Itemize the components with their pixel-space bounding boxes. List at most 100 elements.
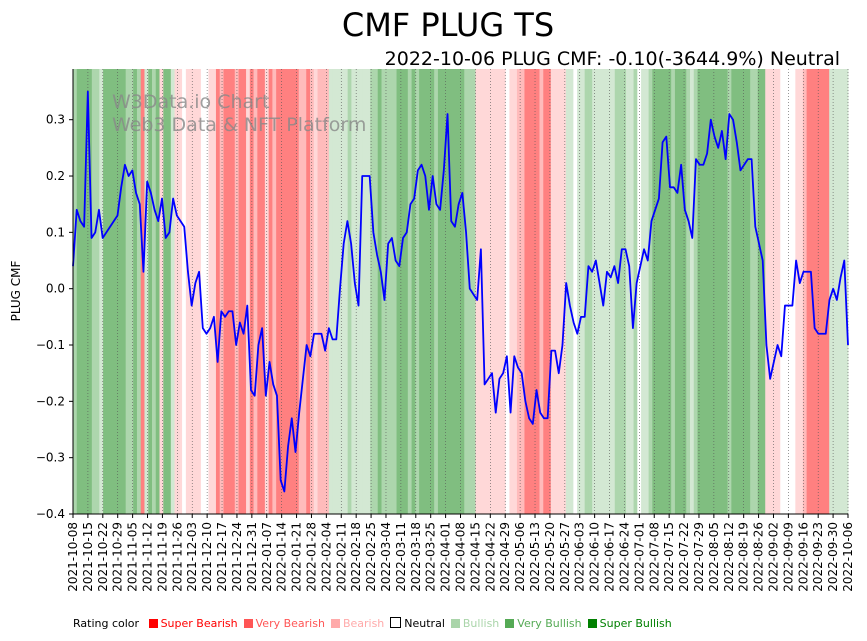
rating-band (430, 69, 435, 514)
rating-band (392, 69, 397, 514)
legend-label: Very Bullish (517, 617, 582, 630)
rating-band (573, 69, 578, 514)
rating-band (697, 69, 702, 514)
rating-band (784, 69, 789, 514)
x-tick-label: 2022-09-30 (826, 522, 840, 592)
rating-band (377, 69, 382, 514)
rating-band (490, 69, 495, 514)
rating-band (340, 69, 345, 514)
rating-band (422, 69, 428, 514)
rating-band (159, 69, 164, 514)
rating-band (385, 69, 390, 514)
rating-band (310, 69, 315, 514)
rating-band (200, 69, 206, 514)
rating-band (268, 69, 273, 514)
rating-band (656, 69, 661, 514)
rating-band (802, 69, 808, 514)
rating-band (332, 69, 337, 514)
legend-item: Very Bullish (505, 617, 582, 630)
x-tick-label: 2022-03-18 (409, 522, 423, 592)
rating-band (317, 69, 322, 514)
x-tick-label: 2022-08-19 (737, 522, 751, 592)
rating-band (486, 69, 491, 514)
rating-band (626, 69, 631, 514)
watermark-line-1: W3Data.io Chart (112, 91, 269, 113)
x-tick-label: 2022-03-11 (394, 522, 408, 592)
legend-swatch (390, 617, 402, 628)
x-tick-label: 2022-04-01 (439, 522, 453, 592)
rating-band (667, 69, 672, 514)
rating-band (140, 69, 145, 514)
rating-band (701, 69, 706, 514)
rating-band (735, 69, 740, 514)
rating-band (261, 69, 266, 514)
rating-band (592, 69, 597, 514)
rating-band (720, 69, 725, 514)
rating-band (723, 69, 729, 514)
rating-band (787, 69, 792, 514)
rating-band (302, 69, 307, 514)
rating-band (415, 69, 420, 514)
rating-band (336, 69, 341, 514)
x-tick-label: 2022-05-06 (513, 522, 527, 592)
rating-band (686, 69, 691, 514)
rating-band (73, 69, 78, 514)
x-tick-label: 2021-11-12 (141, 522, 155, 592)
rating-band (554, 69, 559, 514)
rating-band (468, 69, 473, 514)
x-tick-label: 2022-02-11 (334, 522, 348, 592)
rating-band (742, 69, 747, 514)
legend-swatch (505, 619, 515, 628)
rating-band (501, 69, 507, 514)
rating-band (287, 69, 292, 514)
x-tick-label: 2022-01-14 (275, 522, 289, 592)
rating-band (577, 69, 582, 514)
rating-band (253, 69, 258, 514)
rating-band (509, 69, 514, 514)
rating-band (366, 69, 371, 514)
legend-label: Super Bullish (599, 617, 672, 630)
rating-band (614, 69, 619, 514)
rating-band (629, 69, 634, 514)
y-tick-label: −0.1 (36, 338, 65, 352)
rating-band (580, 69, 586, 514)
rating-band (227, 69, 232, 514)
chart-subtitle: 2022-10-06 PLUG CMF: -0.10(-3644.9%) Neu… (385, 48, 840, 70)
rating-band (539, 69, 544, 514)
x-tick-label: 2021-12-17 (215, 522, 229, 592)
rating-band (520, 69, 525, 514)
x-tick-label: 2021-10-15 (81, 522, 95, 592)
rating-band (396, 69, 401, 514)
rating-band (776, 69, 781, 514)
rating-band (193, 69, 198, 514)
x-tick-label: 2022-03-04 (379, 522, 393, 592)
rating-band (95, 69, 100, 514)
rating-band (671, 69, 676, 514)
rating-band (595, 69, 601, 514)
rating-band (88, 69, 93, 514)
rating-band (182, 69, 187, 514)
legend-label: Super Bearish (160, 617, 238, 630)
x-tick-label: 2022-09-09 (781, 522, 795, 592)
rating-band (208, 69, 213, 514)
rating-band (76, 69, 81, 514)
rating-band (106, 69, 112, 514)
rating-band (370, 69, 375, 514)
rating-band (460, 69, 465, 514)
rating-band (618, 69, 623, 514)
rating-band (441, 69, 446, 514)
rating-band (294, 69, 300, 514)
rating-band (404, 69, 409, 514)
rating-band (121, 69, 127, 514)
x-tick-label: 2022-07-15 (662, 522, 676, 592)
cmf-series-line (72, 90, 849, 493)
rating-band (246, 69, 251, 514)
x-tick-label: 2022-10-06 (841, 522, 855, 592)
rating-band (419, 69, 424, 514)
rating-band (727, 69, 732, 514)
x-tick-label: 2022-05-27 (558, 522, 572, 592)
rating-band (750, 69, 755, 514)
x-tick-label: 2022-07-08 (647, 522, 661, 592)
x-tick-label: 2021-10-08 (66, 522, 80, 592)
